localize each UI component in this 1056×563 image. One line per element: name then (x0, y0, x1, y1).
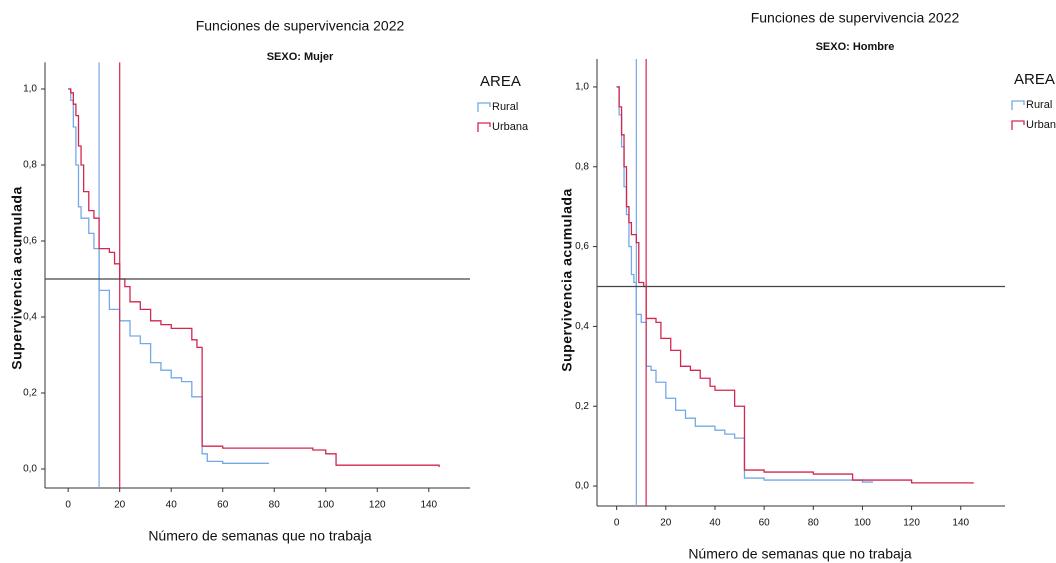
y-tick-label: 0,0 (23, 464, 37, 475)
y-tick-label: 0,4 (23, 312, 37, 323)
x-tick-label: 140 (420, 500, 437, 511)
x-tick-label: 60 (217, 500, 229, 511)
y-tick-label: 0,6 (23, 236, 37, 247)
x-tick-label: 120 (903, 518, 920, 529)
legend-symbol (477, 102, 491, 112)
x-tick-label: 0 (65, 500, 71, 511)
y-tick-label: 0,6 (575, 241, 589, 252)
legend-symbol (477, 122, 491, 132)
x-tick-label: 100 (854, 518, 871, 529)
chart-subtitle: SEXO: Hombre (816, 41, 895, 53)
y-tick-label: 1,0 (23, 84, 37, 95)
legend-label: Rural (492, 101, 518, 113)
legend-title: AREA (480, 73, 521, 90)
x-tick-label: 20 (660, 518, 672, 529)
x-tick-label: 120 (369, 500, 386, 511)
legend-label: Rural (1026, 99, 1052, 111)
y-tick-label: 0,4 (575, 321, 589, 332)
y-tick-label: 0,2 (575, 401, 589, 412)
x-tick-label: 140 (952, 518, 969, 529)
x-tick-label: 40 (166, 500, 178, 511)
x-axis-label: Número de semanas que no trabaja (148, 528, 372, 544)
chart-title: Funciones de supervivencia 2022 (751, 10, 960, 26)
y-axis-label: Supervivencia acumulada (559, 188, 575, 371)
x-tick-label: 100 (317, 500, 334, 511)
survival-line (68, 88, 270, 464)
x-tick-label: 40 (709, 518, 721, 529)
survival-line (616, 86, 974, 484)
chart-title: Funciones de supervivencia 2022 (196, 18, 405, 34)
x-tick-label: 80 (269, 500, 281, 511)
legend-label: Urbana (492, 121, 529, 133)
x-tick-label: 20 (114, 500, 126, 511)
legend-title: AREA (1014, 71, 1055, 88)
y-tick-label: 0,0 (575, 481, 589, 492)
x-axis-label: Número de semanas que no trabaja (688, 546, 912, 562)
legend-symbol (1011, 120, 1025, 130)
y-tick-label: 0,8 (575, 161, 589, 172)
legend-symbol (1011, 100, 1025, 110)
chart-subtitle: SEXO: Mujer (267, 51, 334, 63)
x-tick-label: 60 (759, 518, 771, 529)
survival-line (68, 88, 440, 468)
y-tick-label: 0,8 (23, 160, 37, 171)
legend-label: Urbana (1026, 119, 1056, 131)
x-tick-label: 0 (614, 518, 620, 529)
y-axis-label: Supervivencia acumulada (9, 186, 25, 369)
y-tick-label: 0,2 (23, 388, 37, 399)
x-tick-label: 80 (808, 518, 820, 529)
y-tick-label: 1,0 (575, 82, 589, 93)
